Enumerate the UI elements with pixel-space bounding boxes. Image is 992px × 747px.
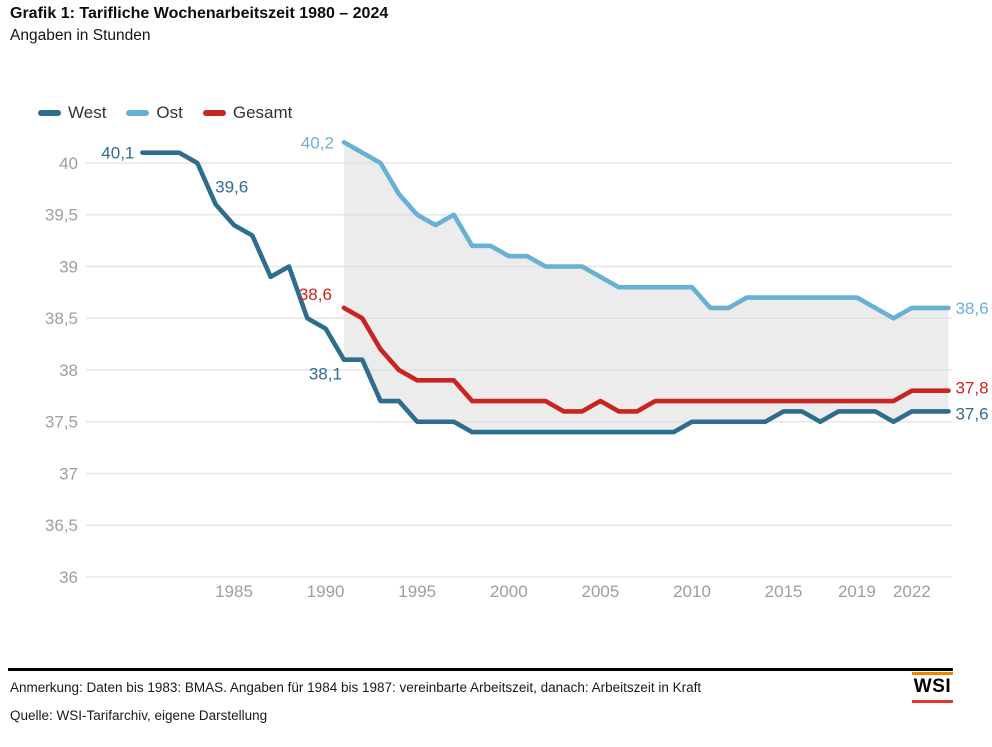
chart-note: Anmerkung: Daten bis 1983: BMAS. Angaben… [10,680,702,695]
chart-legend: West Ost Gesamt [38,103,312,123]
x-tick-label-2005: 2005 [581,582,619,601]
legend-swatch-gesamt [202,109,226,117]
value-label-west-2024: 37,6 [955,404,988,423]
legend-swatch-ost [126,109,150,117]
value-label-west-1984: 39,6 [215,177,248,196]
y-tick-label: 37,5 [45,413,78,432]
series-line-gesamt [341,305,951,414]
legend-item-ost: Ost [126,103,183,123]
legend-swatch-west [38,109,61,117]
legend-item-west: West [38,103,106,123]
x-tick-label-1990: 1990 [307,582,345,601]
x-tick-label-2000: 2000 [490,582,528,601]
y-tick-label: 40 [59,154,78,173]
value-label-west-1980: 40,1 [101,144,134,163]
y-tick-label: 39 [59,257,78,276]
value-label-west-1991: 38,1 [309,365,342,384]
line-chart-canvas: 40 39,5 39 38,5 38 37,5 37 36,5 36 1985 1990 1995 20… [45,133,989,601]
y-tick-label: 36,5 [45,516,78,535]
x-tick-label-1985: 1985 [215,582,253,601]
x-tick-label-2019: 2019 [838,582,876,601]
x-tick-label-2022: 2022 [893,582,931,601]
y-tick-label: 38,5 [45,309,78,328]
y-tick-label: 39,5 [45,206,78,225]
y-tick-label: 36 [59,568,78,587]
wsi-logo-text: WSI [913,676,952,697]
value-label-ost-1991: 40,2 [301,133,334,152]
legend-item-gesamt: Gesamt [202,103,293,123]
x-tick-label-2010: 2010 [673,582,711,601]
series-line-ost [341,140,951,321]
page-subtitle: Angaben in Stunden [10,27,151,44]
x-tick-label-1995: 1995 [398,582,436,601]
wsi-logo: WSI [912,672,953,703]
legend-label-ost: Ost [156,103,183,122]
value-label-ost-2024: 38,6 [955,299,988,318]
y-tick-label: 38 [59,361,78,380]
legend-label-gesamt: Gesamt [232,103,293,122]
page-title: Grafik 1: Tarifliche Wochenarbeitszeit 1… [10,5,389,22]
chart-source: Quelle: WSI-Tarifarchiv, eigene Darstell… [10,708,268,723]
value-label-gesamt-1991: 38,6 [299,285,332,304]
value-label-gesamt-2024: 37,8 [955,379,988,398]
legend-label-west: West [68,103,107,122]
footer-divider [8,668,953,671]
x-tick-label-2015: 2015 [765,582,803,601]
series-line-west [140,150,951,435]
y-tick-label: 37 [59,464,78,483]
